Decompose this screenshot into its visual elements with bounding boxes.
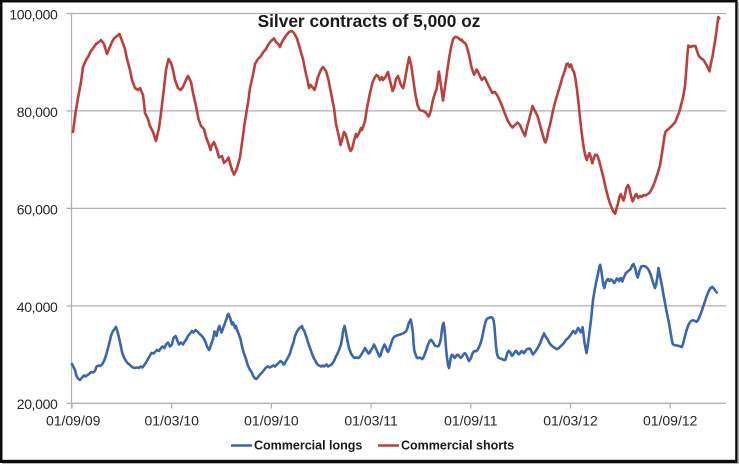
svg-text:60,000: 60,000 bbox=[17, 201, 58, 217]
svg-text:01/09/10: 01/09/10 bbox=[244, 413, 299, 429]
svg-text:100,000: 100,000 bbox=[9, 6, 58, 22]
svg-text:01/03/11: 01/03/11 bbox=[344, 413, 398, 429]
svg-text:Commercial shorts: Commercial shorts bbox=[401, 439, 514, 453]
svg-text:80,000: 80,000 bbox=[17, 104, 58, 120]
svg-text:01/09/09: 01/09/09 bbox=[46, 413, 101, 429]
svg-text:Commercial longs: Commercial longs bbox=[254, 439, 362, 453]
svg-text:01/03/12: 01/03/12 bbox=[543, 413, 598, 429]
svg-text:01/09/11: 01/09/11 bbox=[444, 413, 498, 429]
svg-text:01/03/10: 01/03/10 bbox=[144, 413, 199, 429]
svg-text:20,000: 20,000 bbox=[17, 396, 58, 412]
svg-text:Silver contracts of 5,000 oz: Silver contracts of 5,000 oz bbox=[258, 11, 481, 31]
svg-text:40,000: 40,000 bbox=[17, 299, 58, 315]
svg-text:01/09/12: 01/09/12 bbox=[643, 413, 698, 429]
